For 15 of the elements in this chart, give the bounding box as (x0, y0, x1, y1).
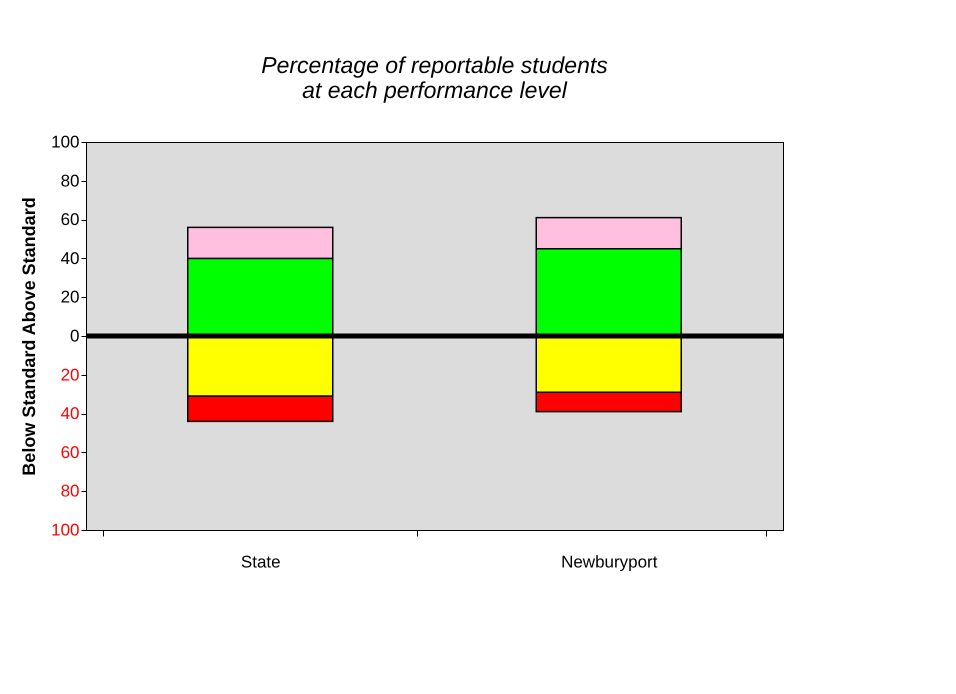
y-tick-label: 0 (70, 326, 80, 346)
y-tick-label: 80 (60, 482, 80, 501)
y-tick-label: 100 (51, 520, 80, 540)
x-tick-label: Newburyport (561, 552, 658, 572)
y-tick-label: 40 (60, 248, 80, 268)
chart-title: Percentage of reportable students at each performance level (261, 52, 608, 103)
y-tick-label: 60 (60, 210, 80, 230)
y-tick-label: 20 (60, 365, 80, 384)
y-axis-title: Below Standard Above Standard (19, 197, 40, 476)
y-tick-label: 40 (60, 404, 80, 424)
x-tick-label: State (240, 552, 281, 572)
y-tick-label: 20 (60, 288, 80, 307)
y-tick-label: 80 (60, 171, 80, 190)
y-tick-label: 100 (51, 132, 80, 152)
y-tick-label: 60 (60, 442, 80, 462)
